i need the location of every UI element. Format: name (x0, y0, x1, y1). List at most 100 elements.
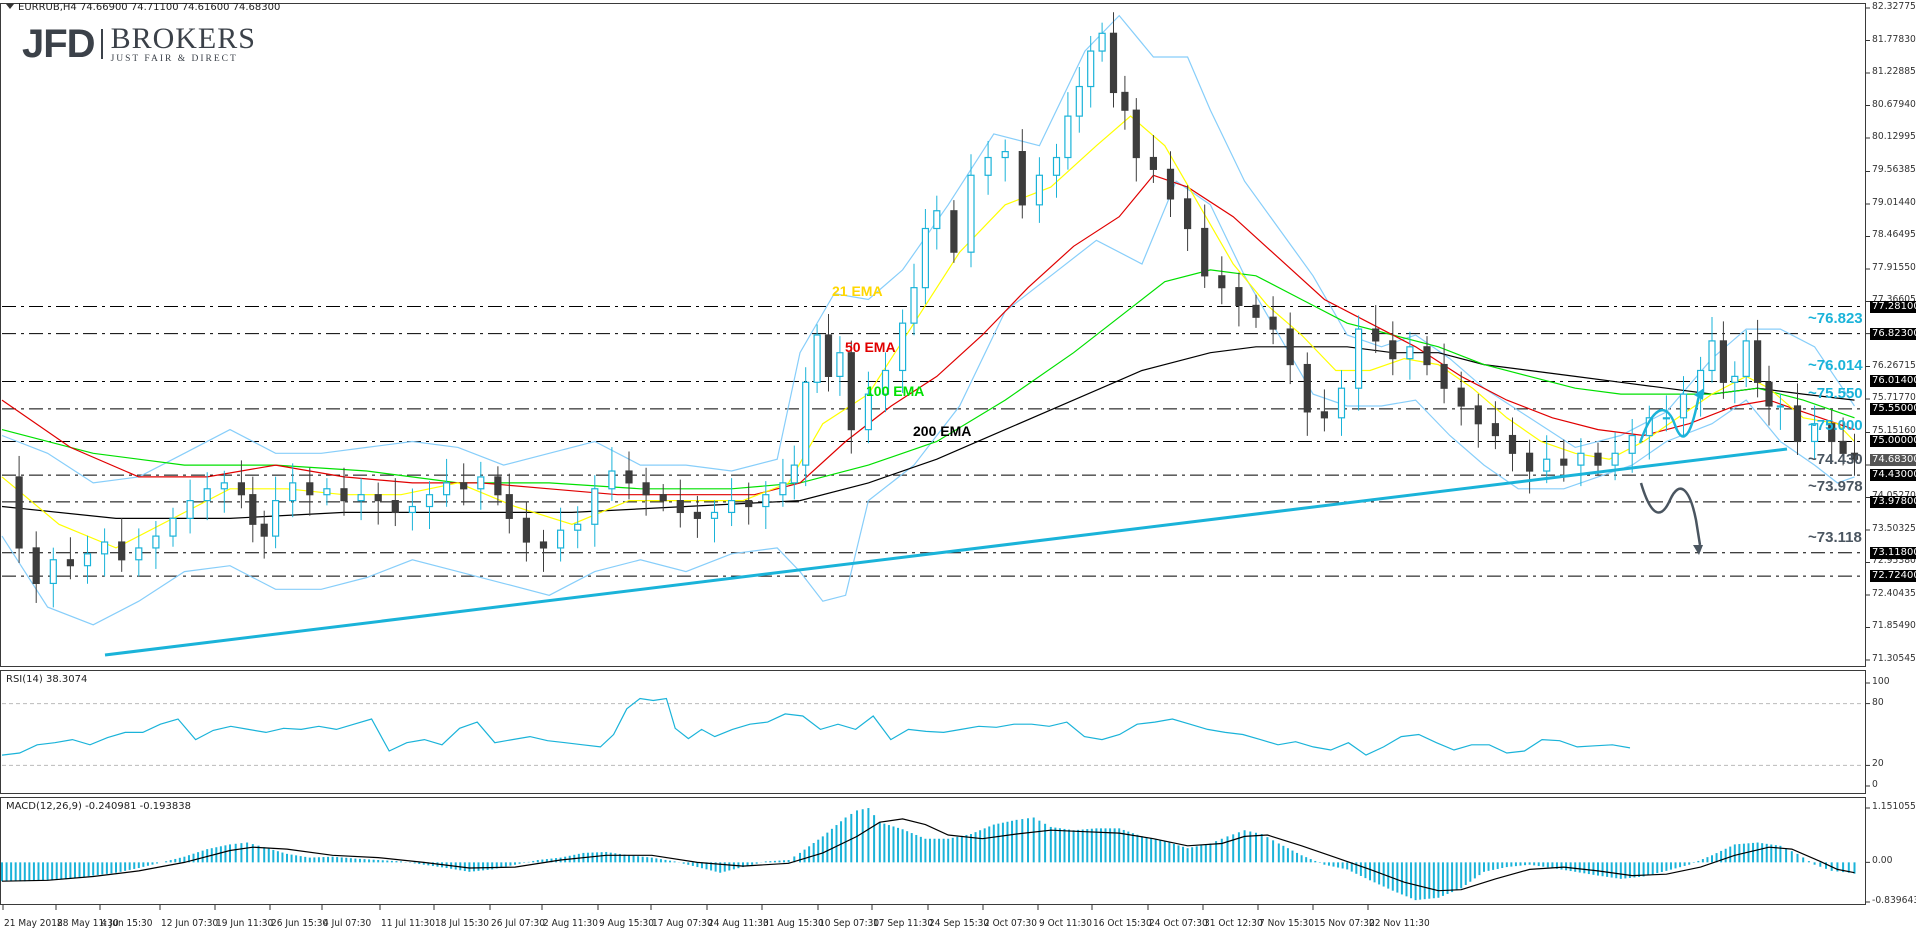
candle-bear (522, 517, 531, 543)
level-annotation: ~75.000 (1808, 417, 1863, 435)
candle-bear (1121, 91, 1129, 111)
candle-bear (306, 482, 314, 496)
candle-bear (950, 210, 958, 253)
x-axis-label: 16 Oct 15:30 (1093, 918, 1152, 929)
candle-bull (357, 494, 365, 502)
candle-bear (1753, 340, 1762, 383)
candle-bull (1354, 328, 1363, 389)
rsi-axis-label: 80 (1872, 696, 1884, 708)
candle-bull (220, 482, 228, 490)
forecast-down-arrow (1639, 482, 1702, 546)
candle-bull (574, 523, 582, 531)
level-price-tag: 76.82300 (1870, 327, 1916, 340)
candle-bull (1075, 85, 1083, 117)
x-axis-label: 26 Jul 07:30 (491, 918, 545, 929)
y-axis-label: 71.30545 (1872, 653, 1916, 664)
candle-bull (1337, 387, 1346, 419)
candle-bear (824, 334, 833, 377)
candle-bear (1018, 151, 1026, 206)
ema200-line (1, 346, 1855, 519)
x-axis-label: 9 Aug 15:30 (599, 918, 654, 929)
level-price-tag: 75.55000 (1870, 402, 1916, 415)
candle-bear (1594, 452, 1602, 466)
candle-bear (340, 488, 348, 502)
y-axis-label: 79.56385 (1872, 164, 1916, 176)
x-axis-label: 2 Aug 11:30 (543, 918, 598, 929)
candle-bear (237, 482, 245, 496)
macd-title: MACD(12,26,9) -0.240981 -0.193838 (6, 801, 191, 812)
candle-bear (374, 494, 382, 502)
macd-axis-label: -0.839643 (1872, 895, 1916, 906)
macd-pane[interactable] (0, 797, 1866, 905)
candle-bull (933, 210, 941, 230)
candle-bear (1286, 328, 1294, 366)
ema-label: 21 EMA (832, 283, 883, 299)
rsi-axis-label: 20 (1872, 758, 1884, 770)
candle-bull (272, 500, 280, 537)
level-price-tag: 76.01400 (1870, 375, 1916, 388)
rsi-title: RSI(14) 38.3074 (6, 674, 88, 685)
candle-bull (710, 511, 719, 519)
candle-bear (625, 470, 633, 484)
candle-bull (921, 227, 930, 289)
candle-bull (910, 287, 918, 324)
ascending-trendline (104, 447, 1788, 657)
candle-bear (676, 500, 684, 514)
candle-bull (1731, 375, 1739, 383)
candle-bull (1035, 174, 1044, 206)
candle-bear (1372, 328, 1380, 342)
x-axis-label: 4 Jun 15:30 (101, 918, 153, 929)
candle-bear (118, 541, 126, 561)
y-axis-label: 72.40435 (1872, 587, 1916, 599)
candle-bear (745, 500, 753, 508)
x-axis-label: 19 Jun 11:30 (216, 918, 274, 929)
candle-bull (591, 488, 599, 525)
x-axis-label: 2 Oct 07:30 (984, 918, 1037, 929)
candle-bull (802, 381, 810, 466)
x-axis-label: 22 Nov 11:30 (1369, 918, 1430, 929)
x-axis-label: 4 Jul 07:30 (323, 918, 372, 929)
candle-bear (1166, 168, 1175, 200)
candle-bear (1423, 346, 1431, 366)
candle-bull (836, 352, 844, 377)
candle-bull (408, 505, 416, 514)
candle-bull (556, 529, 565, 549)
y-axis-label: 81.22885 (1872, 66, 1916, 77)
ema50-line (1, 174, 1855, 496)
candle-bear (1508, 434, 1517, 454)
x-axis-label: 31 Aug 15:30 (763, 918, 824, 929)
candle-bear (1474, 405, 1482, 425)
arrow-head-down-icon (1693, 545, 1703, 555)
y-axis-label: 82.32775 (1872, 1, 1916, 12)
collapse-triangle-icon[interactable] (6, 4, 14, 9)
candle-bull (984, 156, 992, 176)
x-axis-label: 21 May 2018 (4, 918, 63, 929)
candle-bull (203, 488, 211, 502)
candle-bear (249, 494, 257, 525)
candle-bull (762, 494, 770, 508)
candle-bear (1793, 405, 1802, 443)
candle-bear (847, 352, 855, 431)
symbol-ohlc: EURRUB,H4 74.66900 74.71100 74.61600 74.… (18, 2, 281, 13)
x-axis-label: 24 Sep 15:30 (929, 918, 990, 929)
candle-bull (289, 482, 297, 502)
candle-bull (727, 500, 736, 514)
candle-bull (967, 174, 975, 253)
candle-bull (1543, 458, 1551, 472)
candle-bull (186, 500, 194, 519)
candle-bull (1776, 405, 1785, 408)
y-axis-label: 72.95380 (1872, 555, 1916, 567)
candle-bull (1064, 115, 1072, 159)
main-price-pane[interactable] (0, 3, 1866, 667)
logo-jfd: JFD (22, 21, 96, 66)
candle-bear (1440, 363, 1448, 389)
level-annotation: ~76.014 (1808, 357, 1863, 375)
candle-bear (693, 511, 702, 519)
candle-bear (1149, 156, 1158, 170)
candle-bull (425, 494, 434, 508)
y-axis-label: 79.01440 (1872, 196, 1916, 208)
y-axis-label: 76.26715 (1872, 359, 1916, 371)
level-annotation: ~74.430 (1808, 451, 1863, 469)
candle-bear (1560, 458, 1568, 466)
